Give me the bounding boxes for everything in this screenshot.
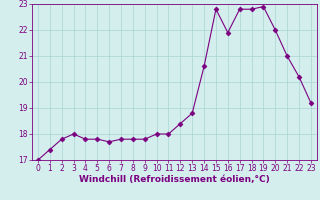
X-axis label: Windchill (Refroidissement éolien,°C): Windchill (Refroidissement éolien,°C) xyxy=(79,175,270,184)
